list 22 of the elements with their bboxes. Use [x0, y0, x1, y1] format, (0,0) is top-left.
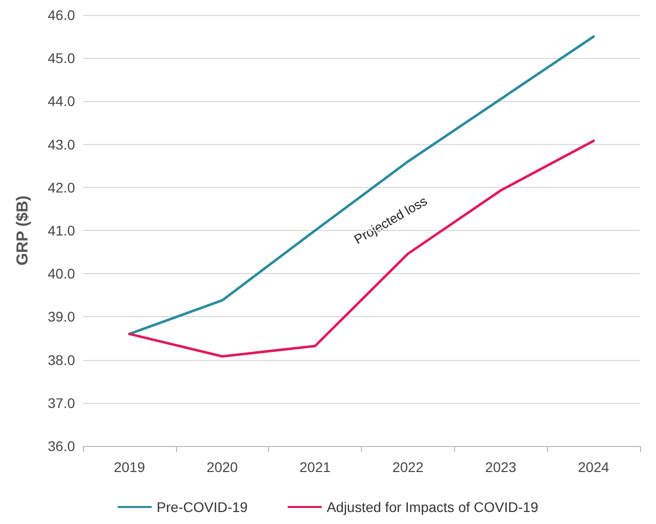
x-tick-label: 2023	[485, 459, 517, 475]
y-axis-title: GRP ($B)	[14, 196, 32, 266]
x-tick-label: 2022	[392, 459, 424, 475]
x-tick-label: 2019	[114, 459, 146, 475]
y-tick-label: 45.0	[48, 50, 76, 66]
legend-label: Adjusted for Impacts of COVID-19	[326, 499, 539, 515]
line-series	[128, 140, 595, 358]
x-tick-label: 2020	[206, 459, 238, 475]
legend-label: Pre-COVID-19	[156, 499, 248, 515]
line-series	[128, 35, 595, 336]
y-tick-label: 38.0	[48, 352, 76, 368]
y-tick-label: 41.0	[48, 222, 76, 238]
y-tick-label: 42.0	[48, 179, 76, 196]
y-tick-label: 46.0	[48, 7, 76, 23]
y-tick-label: 43.0	[48, 136, 76, 152]
y-tick-label: 44.0	[48, 93, 76, 110]
x-tick-label: 2021	[300, 459, 331, 475]
y-tick-label: 39.0	[48, 308, 76, 325]
y-tick-label: 36.0	[48, 438, 76, 454]
x-tick-label: 2024	[578, 459, 610, 475]
y-tick-label: 37.0	[48, 394, 76, 411]
y-tick-label: 40.0	[48, 266, 76, 282]
